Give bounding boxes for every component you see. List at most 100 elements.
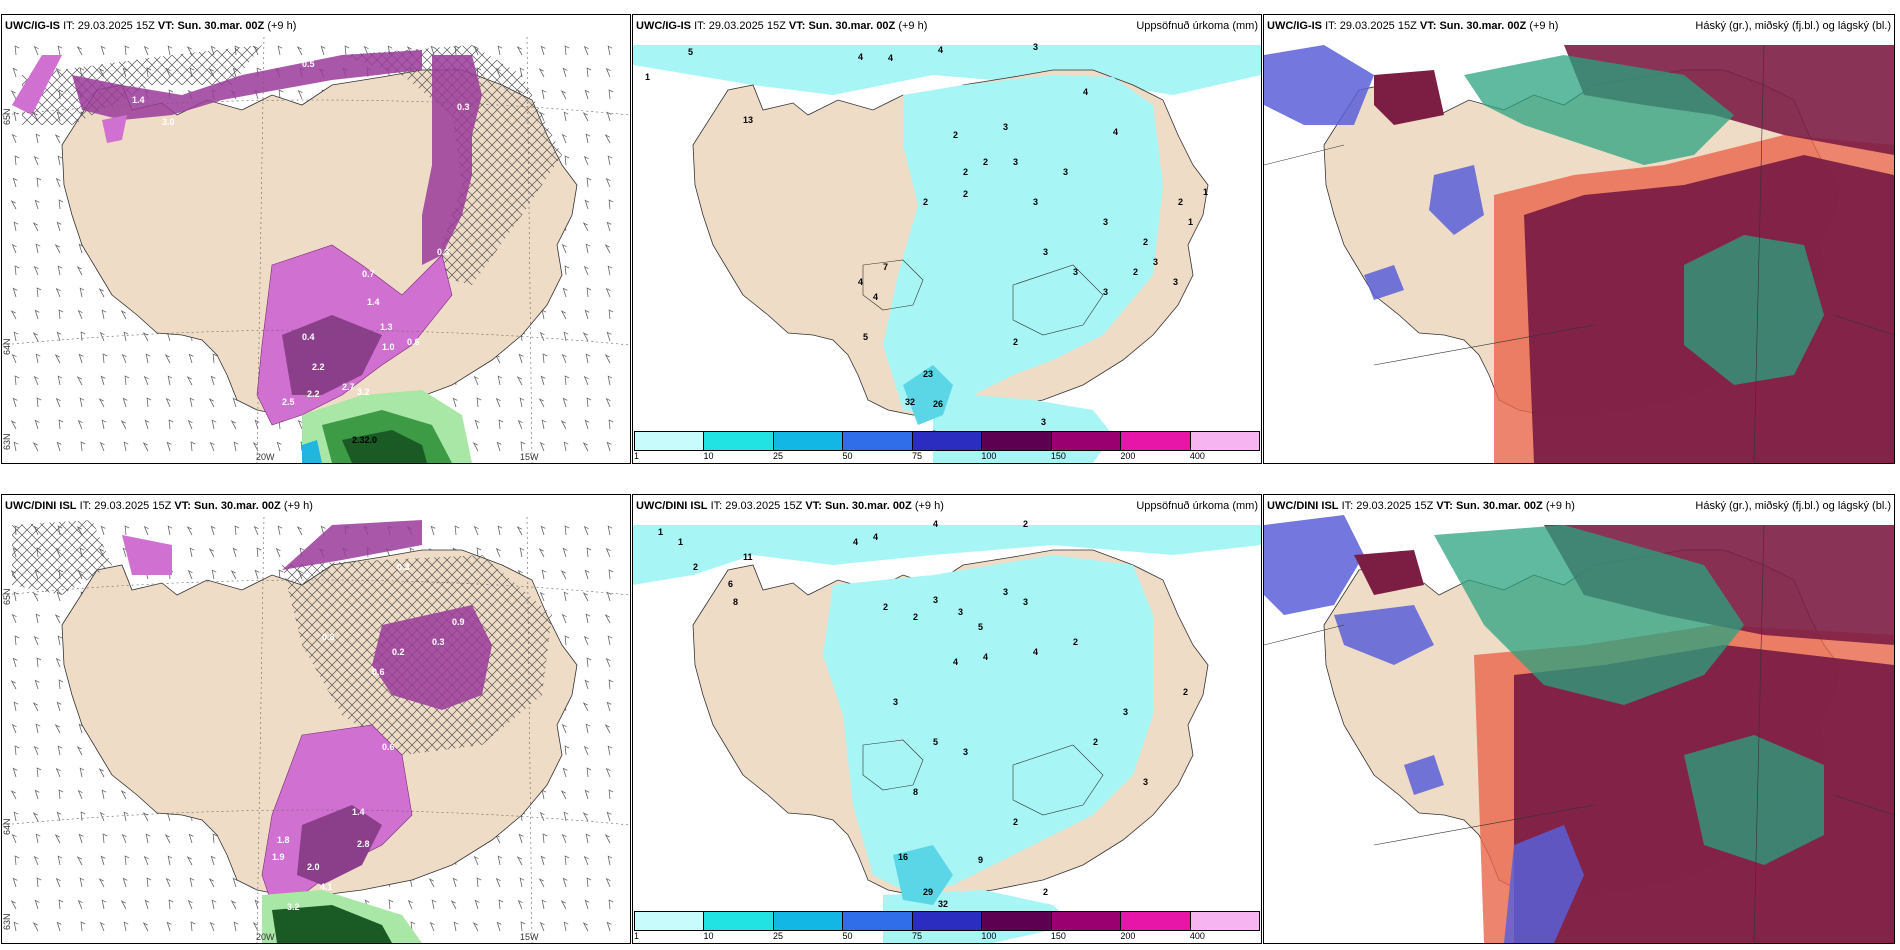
- colorbar-swatch: [1051, 912, 1122, 930]
- precip-value: 0.9: [452, 617, 465, 627]
- init-time: 29.03.2025 15Z: [1356, 500, 1434, 512]
- colorbar-swatch: [1121, 432, 1191, 450]
- accum-value: 16: [898, 852, 908, 862]
- accum-value: 2: [883, 602, 888, 612]
- accum-value: 1: [658, 527, 663, 537]
- colorbar-tick: 100: [981, 451, 997, 461]
- colorbar-swatch: [982, 912, 1052, 930]
- field-title: Háský (gr.), miðský (fj.bl.) og lágský (…: [1695, 500, 1891, 512]
- hatch-area: [342, 45, 562, 285]
- accum-value: 5: [688, 47, 693, 57]
- accum-value: 5: [978, 622, 983, 632]
- accum-value: 2: [983, 157, 988, 167]
- accum-value: 2: [1183, 687, 1188, 697]
- precip-value: 3.2: [357, 387, 370, 397]
- cloud-low: [1404, 755, 1444, 795]
- accum-value: 3: [893, 697, 898, 707]
- colorbar-tick: 50: [842, 931, 853, 941]
- precip-value: 0.6: [372, 667, 385, 677]
- precip-value: 2.2: [312, 362, 325, 372]
- accum-value: 3: [1033, 42, 1038, 52]
- accum-value: 2: [1043, 887, 1048, 897]
- colorbar-tick: 400: [1189, 931, 1205, 941]
- model-name: UWC/DINI ISL: [5, 500, 77, 512]
- colorbar-swatch: [704, 912, 774, 930]
- accum-value: 4: [888, 53, 893, 63]
- model-name: UWC/IG-IS: [1267, 20, 1322, 32]
- colorbar-tick: 200: [1120, 931, 1136, 941]
- valid-time: Sun. 30.mar. 00Z: [808, 20, 896, 32]
- vt-label: VT:: [1436, 500, 1453, 512]
- precip-shade: [883, 75, 1163, 415]
- graticule: [1264, 524, 1894, 943]
- cloud-mid: [1684, 235, 1824, 385]
- accum-value: 29: [923, 887, 933, 897]
- colorbar-swatch: [912, 912, 983, 930]
- accum-value: 9: [978, 855, 983, 865]
- accum-value: 3: [1103, 217, 1108, 227]
- panel-clouds-igis: UWC/IG-IS IT: 29.03.2025 15Z VT: Sun. 30…: [1263, 14, 1895, 464]
- colorbar-tick: 75: [911, 931, 922, 941]
- precip-value: 0.3: [457, 102, 470, 112]
- colorbar-swatch: [704, 432, 774, 450]
- colorbar-ticks: 1 10 25 50 75 100 150 200 400: [634, 931, 1260, 943]
- precip-area: [282, 315, 382, 395]
- precip-value: 2.8: [357, 839, 370, 849]
- lon-label: 20W: [256, 452, 275, 462]
- accum-value: 3: [1033, 197, 1038, 207]
- precip-value: 0.3: [397, 562, 410, 572]
- accum-value: 4: [1113, 127, 1118, 137]
- precip-shade: [633, 525, 1261, 585]
- colorbar-tick: 50: [842, 451, 853, 461]
- precip-value: 0.2: [392, 647, 405, 657]
- accum-value: 3: [1003, 122, 1008, 132]
- accum-value: 2: [693, 562, 698, 572]
- lat-label: 64N: [2, 818, 12, 835]
- precip-area: [72, 50, 422, 120]
- accum-value: 5: [933, 737, 938, 747]
- panel-header: UWC/DINI ISL IT: 29.03.2025 15Z VT: Sun.…: [2, 495, 630, 517]
- precip-area: [102, 115, 127, 143]
- accum-value: 4: [873, 292, 878, 302]
- accum-value: 3: [1123, 707, 1128, 717]
- accum-value: 4: [983, 652, 988, 662]
- field-title: Uppsöfnuð úrkoma (mm): [1136, 20, 1258, 32]
- accum-value: 8: [913, 787, 918, 797]
- precip-value: 1.4: [367, 297, 380, 307]
- cloud-low: [1354, 550, 1424, 595]
- accum-value: 8: [733, 597, 738, 607]
- accum-value: 3: [958, 607, 963, 617]
- colorbar-swatch: [843, 432, 913, 450]
- accum-value: 3: [1143, 777, 1148, 787]
- lat-label: 63N: [2, 433, 12, 450]
- accum-value: 2: [913, 612, 918, 622]
- lon-label: 20W: [256, 932, 275, 942]
- glacier-outline: [862, 739, 924, 791]
- precip-value: 2.7: [342, 382, 355, 392]
- precip-value: 0.6: [382, 742, 395, 752]
- colorbar-tick: 1: [634, 451, 640, 461]
- glacier-outline: [1012, 744, 1104, 816]
- field-title: Uppsöfnuð úrkoma (mm): [1136, 500, 1258, 512]
- accum-value: 3: [1073, 267, 1078, 277]
- accum-value: 2: [953, 130, 958, 140]
- colorbar-swatch: [1190, 912, 1259, 930]
- panel-precip-wind-dini: UWC/DINI ISL IT: 29.03.2025 15Z VT: Sun.…: [1, 494, 631, 944]
- cloud-low: [1334, 605, 1434, 665]
- precip-shade: [903, 365, 953, 425]
- vt-label: VT:: [788, 20, 806, 32]
- accum-value-labels: 1 5 4 4 4 3 13 2 2 3 3 4 4 2 2 2 3 3 3 2…: [645, 42, 1208, 427]
- precip-value: 0.3: [432, 637, 445, 647]
- precip-value: 1.4: [352, 807, 365, 817]
- lead-time: (+9 h): [1529, 20, 1559, 32]
- accum-value: 2: [1073, 637, 1078, 647]
- accum-value: 4: [873, 532, 878, 542]
- valid-time: Sun. 30.mar. 00Z: [193, 500, 281, 512]
- cloud-low: [1264, 45, 1374, 125]
- precip-value: 0.5: [302, 59, 315, 69]
- vt-label: VT:: [174, 500, 191, 512]
- accum-value: 2: [1013, 817, 1018, 827]
- cloud-mid: [1684, 735, 1824, 865]
- init-time: 29.03.2025 15Z: [1339, 20, 1417, 32]
- map-accum-precip: 1 1 4 4 4 2 2 11 6 8 2 2 3 3 5 3 3 4 4 4…: [633, 495, 1261, 943]
